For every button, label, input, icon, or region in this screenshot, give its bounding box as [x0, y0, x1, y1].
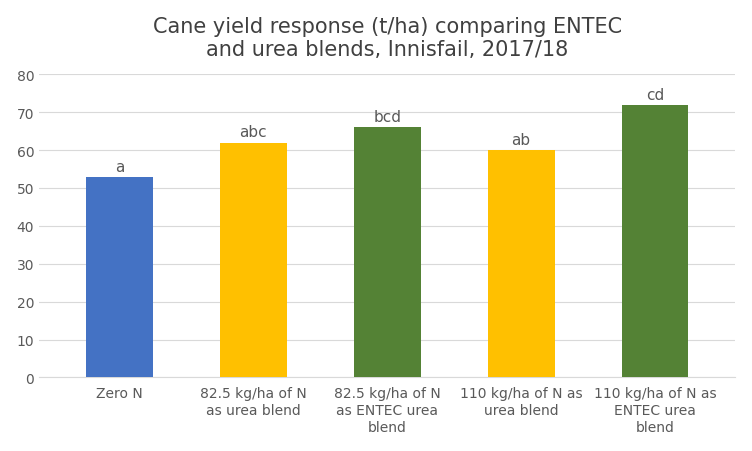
Title: Cane yield response (t/ha) comparing ENTEC
and urea blends, Innisfail, 2017/18: Cane yield response (t/ha) comparing ENT… [153, 17, 622, 60]
Text: abc: abc [240, 125, 267, 140]
Bar [86, 177, 153, 377]
Text: a: a [115, 159, 124, 174]
Bar [220, 143, 287, 377]
Text: cd: cd [646, 87, 664, 102]
Text: bcd: bcd [373, 110, 402, 125]
Text: ab: ab [511, 133, 531, 148]
Bar [622, 106, 689, 377]
Bar [487, 151, 554, 377]
Bar [353, 128, 420, 377]
